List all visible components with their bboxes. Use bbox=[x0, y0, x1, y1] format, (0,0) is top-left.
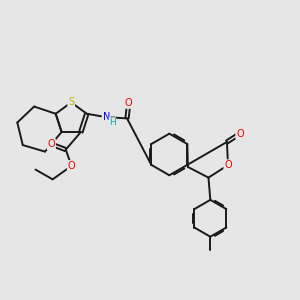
Text: O: O bbox=[236, 129, 244, 139]
Text: O: O bbox=[125, 98, 133, 108]
Text: O: O bbox=[47, 139, 55, 149]
Text: O: O bbox=[68, 161, 75, 171]
Text: H: H bbox=[109, 118, 116, 127]
Text: O: O bbox=[224, 160, 232, 170]
Text: N: N bbox=[103, 112, 110, 122]
Text: S: S bbox=[68, 98, 74, 107]
